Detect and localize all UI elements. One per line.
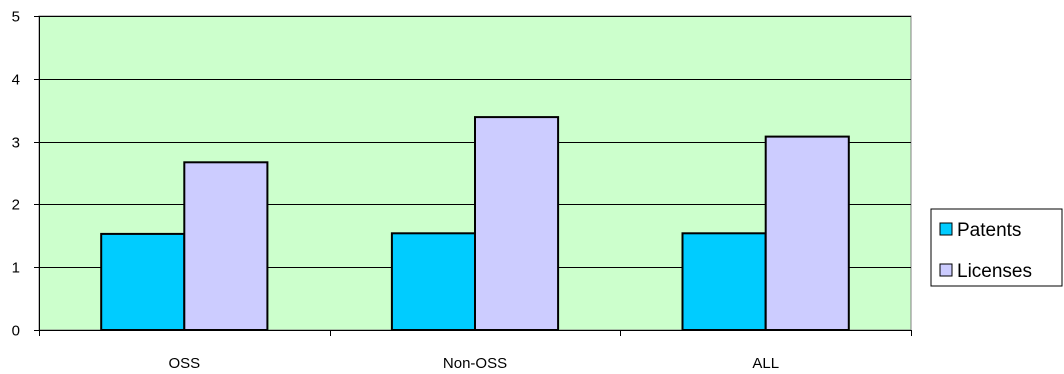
y-tick-label: 4 [12, 72, 20, 89]
x-category-label: ALL [752, 355, 779, 372]
x-category-labels: OSS Non-OSS ALL [168, 355, 779, 372]
bars [100, 116, 850, 331]
x-category-label: Non-OSS [443, 355, 507, 372]
legend-swatch-licenses [939, 263, 953, 277]
legend-swatch-patents [939, 222, 953, 236]
bar-patents-all [681, 232, 767, 331]
legend-label-patents: Patents [957, 220, 1021, 241]
bar-patents-oss [100, 232, 186, 331]
y-tick-label: 0 [12, 323, 20, 340]
y-tick-label: 3 [12, 135, 20, 152]
y-tick-label: 2 [12, 197, 20, 214]
axes [34, 16, 912, 336]
y-tick-labels: 0 1 2 3 4 5 [12, 9, 20, 340]
y-tick-label: 5 [12, 9, 20, 26]
bar-patents-non-oss [390, 232, 476, 331]
bar-licenses-oss [183, 161, 269, 331]
x-category-label: OSS [168, 355, 200, 372]
legend: Patents Licenses [930, 208, 1063, 287]
legend-box [930, 208, 1063, 287]
legend-label-licenses: Licenses [957, 261, 1032, 282]
y-tick-label: 1 [12, 260, 20, 277]
bar-licenses-non-oss [474, 116, 560, 331]
bar-licenses-all [764, 135, 850, 331]
